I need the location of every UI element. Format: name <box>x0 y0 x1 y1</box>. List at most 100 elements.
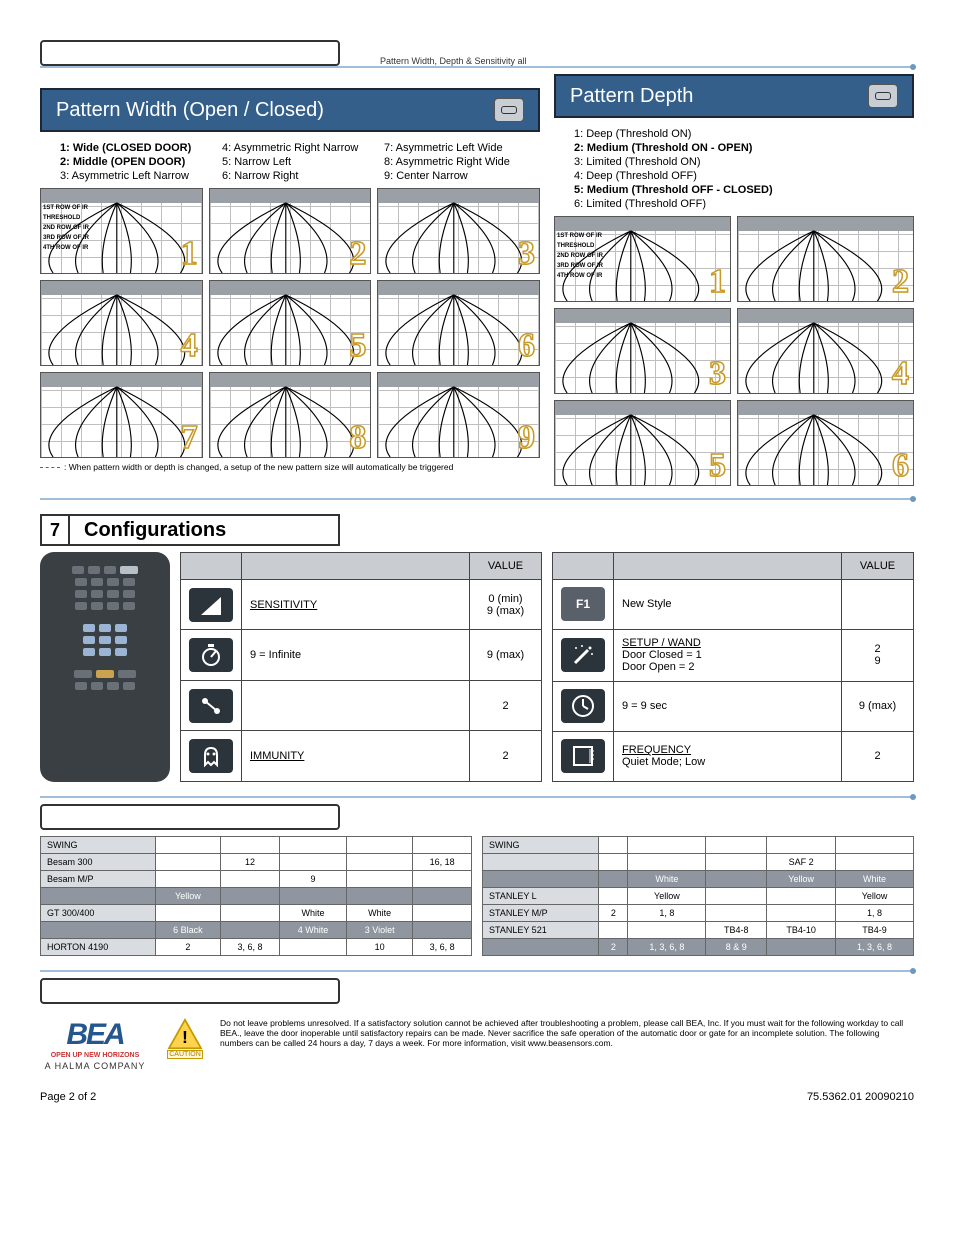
toggle-icon <box>189 689 233 723</box>
swing-cell <box>599 922 628 939</box>
swing-label <box>483 871 599 888</box>
pattern-depth-header: Pattern Depth <box>554 74 914 118</box>
swing-cell: Yellow <box>836 888 914 905</box>
depth-icon <box>868 84 898 108</box>
pattern-width-footnote: : When pattern width or depth is changed… <box>40 462 540 472</box>
pattern-width-item: 5: Narrow Left <box>222 156 372 168</box>
swing-cell <box>767 939 836 956</box>
footer-block: BEA OPEN UP NEW HORIZONS A HALMA COMPANY… <box>40 1018 914 1071</box>
swing-label <box>483 939 599 956</box>
pattern-width-item: 4: Asymmetric Right Narrow <box>222 142 372 154</box>
logo-text: BEA <box>40 1018 150 1052</box>
config-label <box>242 680 470 731</box>
swing-cell: Yellow <box>767 871 836 888</box>
config-label: IMMUNITY <box>242 731 470 782</box>
pattern-depth-title: Pattern Depth <box>570 85 693 108</box>
pattern-cell: 9 <box>377 372 540 458</box>
config-value: 0 (min)9 (max) <box>470 579 542 630</box>
swing-cell: 1, 3, 6, 8 <box>836 939 914 956</box>
swing-row: STANLEY LYellowYellow <box>483 888 914 905</box>
config-value: 9 (max) <box>842 681 914 731</box>
swing-cell: 16, 18 <box>413 854 472 871</box>
swing-cell: 10 <box>347 939 413 956</box>
pattern-cell: 7 <box>40 372 203 458</box>
swing-cell: 3 Violet <box>347 922 413 939</box>
pattern-width-item: 3: Asymmetric Left Narrow <box>60 170 210 182</box>
pattern-cell: 11ST ROW OF IRTHRESHOLD2ND ROW OF IR3RD … <box>554 216 731 302</box>
config-label: SETUP / WANDDoor Closed = 1Door Open = 2 <box>614 629 842 681</box>
door-icon <box>561 739 605 773</box>
swing-cell <box>279 854 346 871</box>
config-value: 9 (max) <box>470 630 542 681</box>
swing-label: Besam M/P <box>41 871 156 888</box>
swing-tab-box <box>40 804 340 830</box>
config-block: VALUE SENSITIVITY 0 (min)9 (max) 9 = Inf… <box>40 552 914 782</box>
pattern-width-item: 2: Middle (OPEN DOOR) <box>60 156 210 168</box>
config-table-right: VALUE F1 New Style SETUP / WANDDoor Clos… <box>552 552 914 782</box>
pattern-cell: 6 <box>377 280 540 366</box>
config-value: 29 <box>842 629 914 681</box>
pattern-depth-item: 4: Deep (Threshold OFF) <box>574 170 908 182</box>
swing-cell <box>706 888 767 905</box>
swing-cell: 3, 6, 8 <box>221 939 280 956</box>
config-row: F1 New Style <box>553 579 914 629</box>
swing-cell <box>413 888 472 905</box>
wand-icon <box>561 638 605 672</box>
pattern-cell: 4 <box>40 280 203 366</box>
swing-cell <box>347 888 413 905</box>
pattern-width-item: 1: Wide (CLOSED DOOR) <box>60 142 210 154</box>
swing-cell: 3, 6, 8 <box>413 939 472 956</box>
pattern-width-grid: 11ST ROW OF IRTHRESHOLD2ND ROW OF IR3RD … <box>40 188 540 458</box>
swing-label <box>41 922 156 939</box>
pattern-depth-grid: 11ST ROW OF IRTHRESHOLD2ND ROW OF IR3RD … <box>554 216 914 486</box>
swing-row: WhiteYellowWhite <box>483 871 914 888</box>
swing-label: Besam 300 <box>41 854 156 871</box>
swing-cell <box>279 888 346 905</box>
swing-row: SAF 2 <box>483 854 914 871</box>
swing-cell <box>767 888 836 905</box>
swing-cell: 2 <box>155 939 221 956</box>
swing-cell <box>706 854 767 871</box>
section-title: Configurations <box>70 514 340 546</box>
swing-label: STANLEY L <box>483 888 599 905</box>
f1-icon: F1 <box>561 587 605 621</box>
header-note: Pattern Width, Depth & Sensitivity all <box>350 56 914 66</box>
bea-logo: BEA OPEN UP NEW HORIZONS A HALMA COMPANY <box>40 1018 150 1071</box>
swing-row: STANLEY 521TB4-8TB4-10TB4-9 <box>483 922 914 939</box>
swing-cell: 12 <box>221 854 280 871</box>
pattern-depth-item: 3: Limited (Threshold ON) <box>574 156 908 168</box>
config-value: 2 <box>470 680 542 731</box>
swing-cell <box>599 888 628 905</box>
swing-cell: Yellow <box>155 888 221 905</box>
dial-icon <box>189 638 233 672</box>
swing-cell <box>221 871 280 888</box>
swing-cell <box>599 871 628 888</box>
swing-header: SWING <box>41 837 156 854</box>
swing-cell <box>279 939 346 956</box>
pattern-depth-item: 2: Medium (Threshold ON - OPEN) <box>574 142 908 154</box>
swing-cell <box>221 922 280 939</box>
swing-table-right: SWINGSAF 2WhiteYellowWhiteSTANLEY LYello… <box>482 836 914 956</box>
swing-cell <box>221 905 280 922</box>
swing-cell <box>413 905 472 922</box>
swing-cell <box>628 922 706 939</box>
pattern-depth-list: 1: Deep (Threshold ON) 2: Medium (Thresho… <box>554 118 914 216</box>
config-label: SENSITIVITY <box>242 579 470 630</box>
swing-row: Besam 300 12 16, 18 <box>41 854 472 871</box>
swing-label: STANLEY M/P <box>483 905 599 922</box>
swing-row: STANLEY M/P21, 81, 8 <box>483 905 914 922</box>
config-row: 9 = Infinite 9 (max) <box>181 630 542 681</box>
pattern-cell: 4 <box>737 308 914 394</box>
config-label: 9 = 9 sec <box>614 681 842 731</box>
pattern-depth-item: 5: Medium (Threshold OFF - CLOSED) <box>574 184 908 196</box>
clock-icon <box>561 689 605 723</box>
divider <box>40 66 914 68</box>
swing-cell: TB4-9 <box>836 922 914 939</box>
swing-cell <box>767 905 836 922</box>
footer-tab-box <box>40 978 340 1004</box>
swing-cell <box>413 871 472 888</box>
pattern-depth-item: 1: Deep (Threshold ON) <box>574 128 908 140</box>
caution-icon: ! CAUTION <box>164 1018 206 1060</box>
swing-cell: 4 White <box>279 922 346 939</box>
config-value <box>842 579 914 629</box>
